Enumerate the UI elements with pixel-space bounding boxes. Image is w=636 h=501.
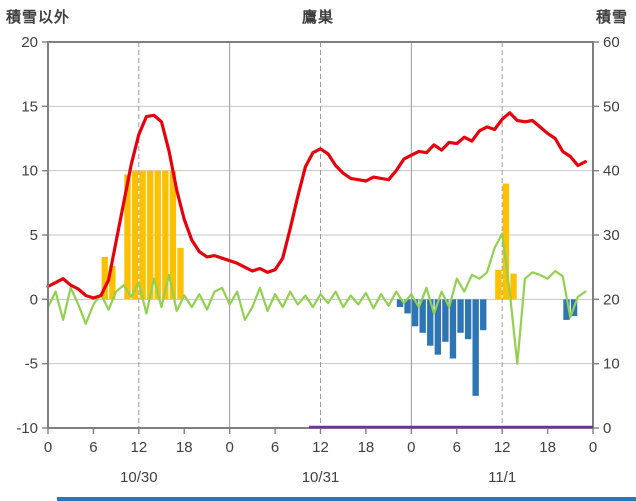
blue-bars [419,299,426,333]
left-axis-tick-label: 10 [21,163,38,180]
blue-bars [434,299,442,355]
x-axis-date-label: 10/31 [302,469,340,486]
blue-bars [404,299,411,314]
left-axis-tick-label: 15 [21,98,38,115]
x-axis-tick-label: 12 [130,439,147,456]
orange-bars [177,247,184,300]
x-axis-tick-label: 0 [407,439,415,456]
orange-bars [154,170,161,300]
right-axis-tick-label: 40 [603,163,620,180]
left-axis-tick-label: -10 [16,420,38,437]
clipped-bottom-strip [57,497,636,501]
x-axis-tick-label: 6 [271,439,279,456]
right-axis-tick-label: 20 [603,291,620,308]
x-axis-tick-label: 6 [89,439,97,456]
orange-bars [510,273,517,300]
orange-bars [162,170,169,300]
x-axis-tick-label: 6 [453,439,461,456]
orange-bars [495,269,502,300]
orange-bars [124,174,131,300]
x-axis-tick-label: 0 [44,439,52,456]
left-axis-tick-label: 20 [21,34,38,51]
blue-bars [457,299,464,333]
right-axis-title: 積雪 [595,9,628,26]
x-axis-tick-label: 12 [312,439,329,456]
chart-title-station: 鷹巣 [301,9,334,26]
x-axis-tick-label: 0 [589,439,597,456]
x-axis-tick-label: 0 [225,439,233,456]
x-axis-tick-label: 18 [539,439,556,456]
x-axis-date-label: 10/30 [120,469,158,486]
green-line [46,232,587,365]
blue-bars [563,299,570,320]
blue-bars [411,299,419,327]
left-axis-tick-label: -5 [25,356,38,373]
x-axis-tick-label: 18 [358,439,375,456]
left-axis-tick-label: 0 [30,291,38,308]
right-axis-tick-label: 10 [603,356,620,373]
blue-bars [427,299,434,346]
orange-bars [101,256,108,300]
orange-bars [131,170,139,300]
orange-bars [169,170,177,300]
blue-bars [442,299,449,342]
orange-bars [502,183,510,300]
x-axis-tick-label: 12 [494,439,511,456]
right-axis-tick-label: 50 [603,98,620,115]
red-line [46,111,588,300]
blue-bars [464,299,472,340]
x-axis-date-label: 11/1 [488,469,516,486]
blue-bars [472,299,479,396]
right-axis-tick-label: 0 [603,420,611,437]
blue-bars [396,299,404,308]
orange-bars [147,170,154,300]
blue-bars [449,299,457,359]
orange-bars [139,170,146,300]
left-axis-title: 積雪以外 [6,9,71,26]
left-axis-tick-label: 5 [30,227,38,244]
right-axis-tick-label: 30 [603,227,620,244]
orange-bars [109,265,116,300]
x-axis-tick-label: 18 [176,439,193,456]
blue-bars [480,299,487,331]
right-axis-tick-label: 60 [603,34,620,51]
